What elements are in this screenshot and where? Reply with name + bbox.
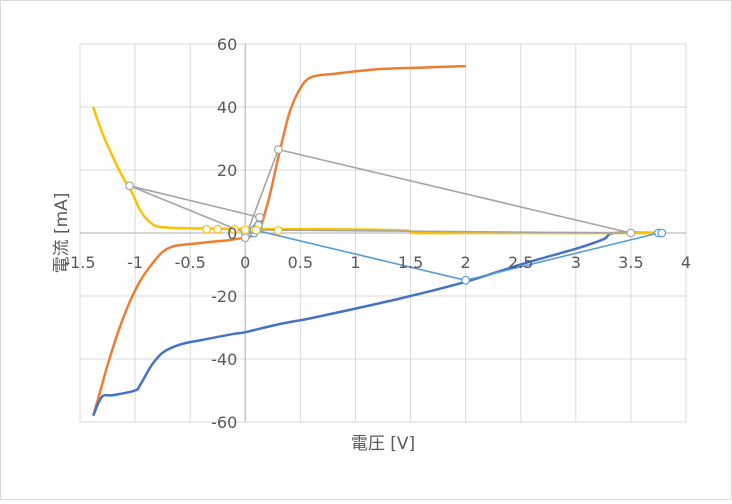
y-tick-label: -40 (211, 350, 237, 369)
data-point (213, 224, 223, 234)
x-tick-label: -1.5 (64, 253, 95, 272)
x-tick-label: -1 (127, 253, 143, 272)
series-2 (92, 231, 659, 417)
series-6 (202, 224, 283, 235)
x-tick-label: 2.5 (508, 253, 533, 272)
x-tick-label: 3 (571, 253, 581, 272)
x-tick-label: 1.5 (398, 253, 423, 272)
x-axis-title: 電圧 [V] (351, 434, 415, 454)
data-point (202, 224, 212, 234)
y-tick-label: 20 (217, 161, 237, 180)
x-tick-label: 2 (461, 253, 471, 272)
data-point (125, 181, 134, 191)
data-point (240, 233, 250, 243)
series-1 (91, 64, 466, 417)
data-point (255, 212, 264, 222)
x-tick-label: 0.5 (288, 253, 313, 272)
series-2-line (92, 231, 659, 417)
y-axis-title: 電流 [mA] (52, 193, 72, 274)
y-tick-label: -20 (211, 287, 237, 306)
data-point (273, 145, 283, 154)
y-tick-label: 40 (217, 98, 237, 117)
series-4 (125, 145, 636, 243)
x-tick-label: 1 (350, 253, 360, 272)
series-layer (91, 64, 667, 417)
series-3-line (92, 106, 662, 235)
series-3 (92, 106, 662, 235)
data-point (461, 275, 471, 285)
x-tick-label: -0.5 (175, 253, 206, 272)
data-point (240, 225, 250, 235)
data-point (273, 226, 283, 235)
data-point (626, 228, 636, 238)
y-tick-label: -60 (211, 413, 237, 432)
y-tick-label: 0 (227, 224, 237, 243)
data-point (229, 225, 239, 234)
grid-layer (79, 43, 687, 423)
data-point (657, 228, 667, 238)
x-tick-label: 3.5 (618, 253, 643, 272)
y-tick-label: 60 (217, 35, 237, 54)
series-4-line (128, 148, 632, 239)
x-tick-label: 0 (240, 253, 250, 272)
data-point (251, 225, 261, 235)
x-tick-label: 4 (681, 253, 691, 272)
series-1-line (91, 64, 466, 417)
tick-layer: -1.5 -1 -0.5 0 0.5 1 1.5 2 2.5 3 3.5 4-60-40-200204… (64, 35, 691, 432)
